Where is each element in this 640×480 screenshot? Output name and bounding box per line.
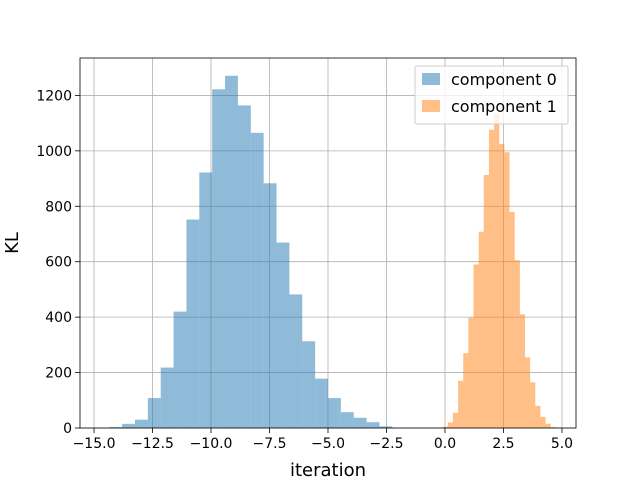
histogram-bar-component-1 [452,412,459,428]
x-tick-label: −5.0 [311,436,345,452]
histogram-bar-component-1 [463,353,469,428]
x-tick-label: −2.5 [369,436,403,452]
histogram-bar-component-0 [160,367,174,428]
tick-labels: −15.0 −12.5 −10.0 −7.5 −5.0 −2.5 0.0 2.5 5.0 0 200… [36,88,573,452]
histogram-bar-component-0 [147,398,161,428]
histogram-bar-component-0 [379,426,393,428]
histogram-bar-component-0 [328,398,341,428]
histogram-bar-component-1 [494,113,500,428]
histogram-bar-component-0 [340,412,354,428]
histogram-bar-component-1 [550,427,556,428]
histogram-bar-component-0 [250,132,264,428]
x-tick-label: 0.0 [434,436,456,452]
histogram-bar-component-1 [519,314,525,428]
x-tick-label: 5.0 [551,436,573,452]
x-axis-label: iteration [290,460,366,480]
histogram-bar-component-0 [109,427,123,428]
histogram-bar-component-1 [442,426,448,428]
histogram-bar-component-1 [499,143,505,428]
legend-swatch-component-1 [422,100,440,112]
histogram-bar-component-1 [509,211,515,428]
histogram-bar-component-0 [302,341,316,428]
legend-box [414,65,569,125]
histogram-bar-component-0 [212,89,226,428]
legend-label-component-1: component 1 [451,97,557,116]
y-tick-label: 800 [45,199,72,215]
histogram-bar-component-0 [315,378,328,428]
histogram-bar-component-1 [514,260,520,428]
histogram-bar-component-0 [276,242,290,428]
histogram-bar-component-1 [483,174,489,428]
y-tick-label: 1200 [36,88,72,104]
y-tick-label: 400 [45,310,72,326]
histogram-bar-component-1 [535,405,541,428]
legend-label-component-0: component 0 [451,70,557,89]
histogram-bar-component-0 [225,75,238,429]
y-tick-label: 0 [63,421,72,437]
histogram-bar-component-1 [478,231,484,428]
histogram-bar-component-1 [458,380,464,428]
x-tick-label: −10.0 [190,436,233,452]
x-tick-label: 2.5 [492,436,514,452]
histogram-bar-component-1 [447,422,453,428]
x-tick-label: −7.5 [253,436,287,452]
histogram-bar-component-1 [473,264,479,428]
histogram-bar-component-0 [199,172,213,428]
histogram-bar-component-0 [134,419,148,428]
x-tick-label: −15.0 [73,436,116,452]
histogram-bar-component-0 [289,294,303,428]
y-axis-label: KL [2,232,23,254]
histogram-bar-component-1 [540,416,546,428]
y-tick-label: 200 [45,366,72,382]
histogram-bar-component-1 [530,382,536,428]
histogram-bar-component-1 [545,423,551,428]
histogram-bar-component-0 [122,423,135,428]
histogram-bar-component-1 [504,152,510,428]
histogram-bar-component-0 [353,417,367,428]
legend: component 0 component 1 [414,65,569,125]
histogram-bar-component-0 [173,311,187,428]
axes [75,57,577,433]
y-tick-label: 1000 [36,144,72,160]
legend-swatch-component-0 [422,73,440,85]
histogram-bar-component-0 [263,183,277,428]
histogram-bars [109,75,556,429]
x-tick-label: −12.5 [131,436,174,452]
y-tick-label: 600 [45,255,72,271]
histogram-bar-component-1 [468,317,474,428]
histogram-bar-component-1 [488,129,495,428]
histogram-bar-component-0 [186,219,200,428]
histogram-bar-component-0 [366,422,380,428]
histogram-bar-component-1 [524,357,531,428]
histogram-bar-component-0 [237,105,251,429]
